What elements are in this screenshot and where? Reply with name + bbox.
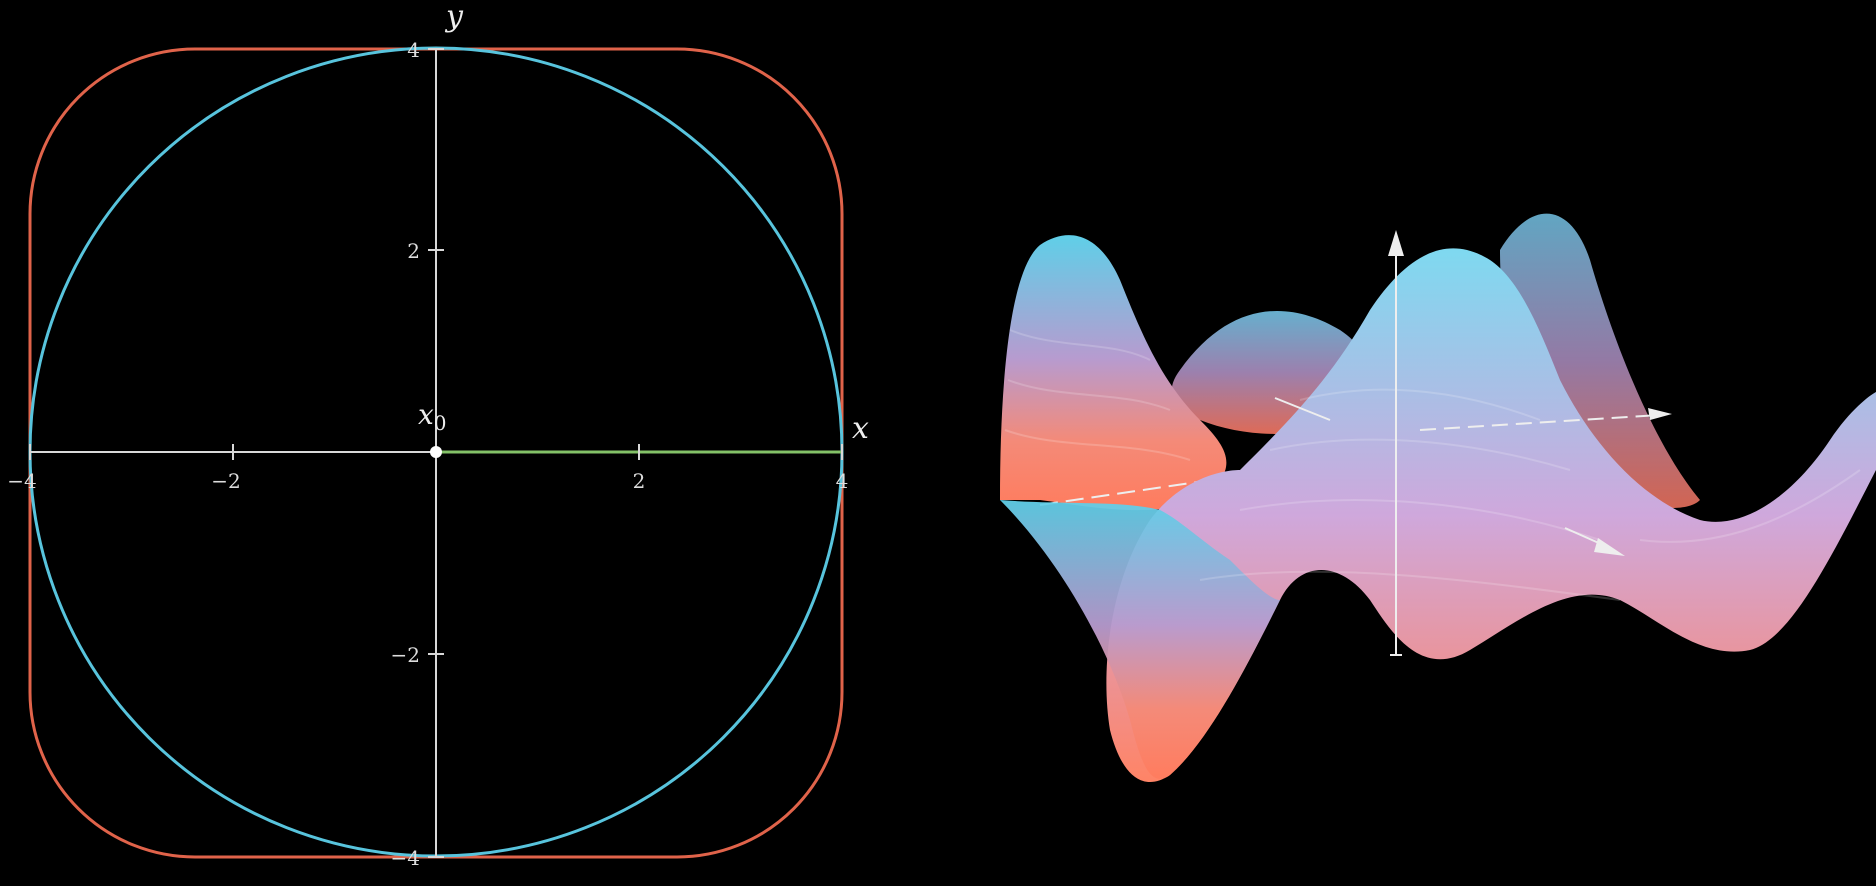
- y-axis-label: y: [444, 0, 464, 34]
- surface-left-peak: [1000, 235, 1227, 511]
- surface-front-fold: [1000, 500, 1280, 779]
- y-tick-label: −2: [391, 643, 420, 667]
- y-axis-3d-arrowhead: [1594, 538, 1625, 556]
- y-tick-label: 4: [407, 38, 420, 62]
- x-tick-label: −4: [7, 469, 36, 493]
- z-axis-arrowhead: [1388, 230, 1404, 256]
- x-axis-3d-back: [1039, 469, 1281, 506]
- x-tick-label: 2: [633, 469, 646, 493]
- y-tick-label: −4: [391, 846, 420, 870]
- surface-central-ridge: [1106, 248, 1876, 783]
- origin-point: [430, 446, 442, 458]
- point-label-base: x: [418, 398, 434, 431]
- y-tick-label: 2: [407, 239, 420, 263]
- left-plot: −4 −2 2 4 4 2 −2 −4 x y x0: [7, 0, 869, 870]
- x-axis-label: x: [852, 411, 869, 446]
- surface-contours: [1004, 329, 1861, 601]
- y-axis-3d-back: [1274, 397, 1331, 421]
- x-tick-label: −2: [211, 469, 240, 493]
- point-label-subscript: 0: [434, 411, 447, 435]
- x-axis-3d-front: [1419, 414, 1661, 431]
- x-tick-label: 4: [836, 469, 849, 493]
- surface-plot-3d: [1000, 213, 1876, 783]
- point-label: x0: [418, 398, 447, 435]
- x-axis-3d-arrowhead: [1648, 408, 1672, 420]
